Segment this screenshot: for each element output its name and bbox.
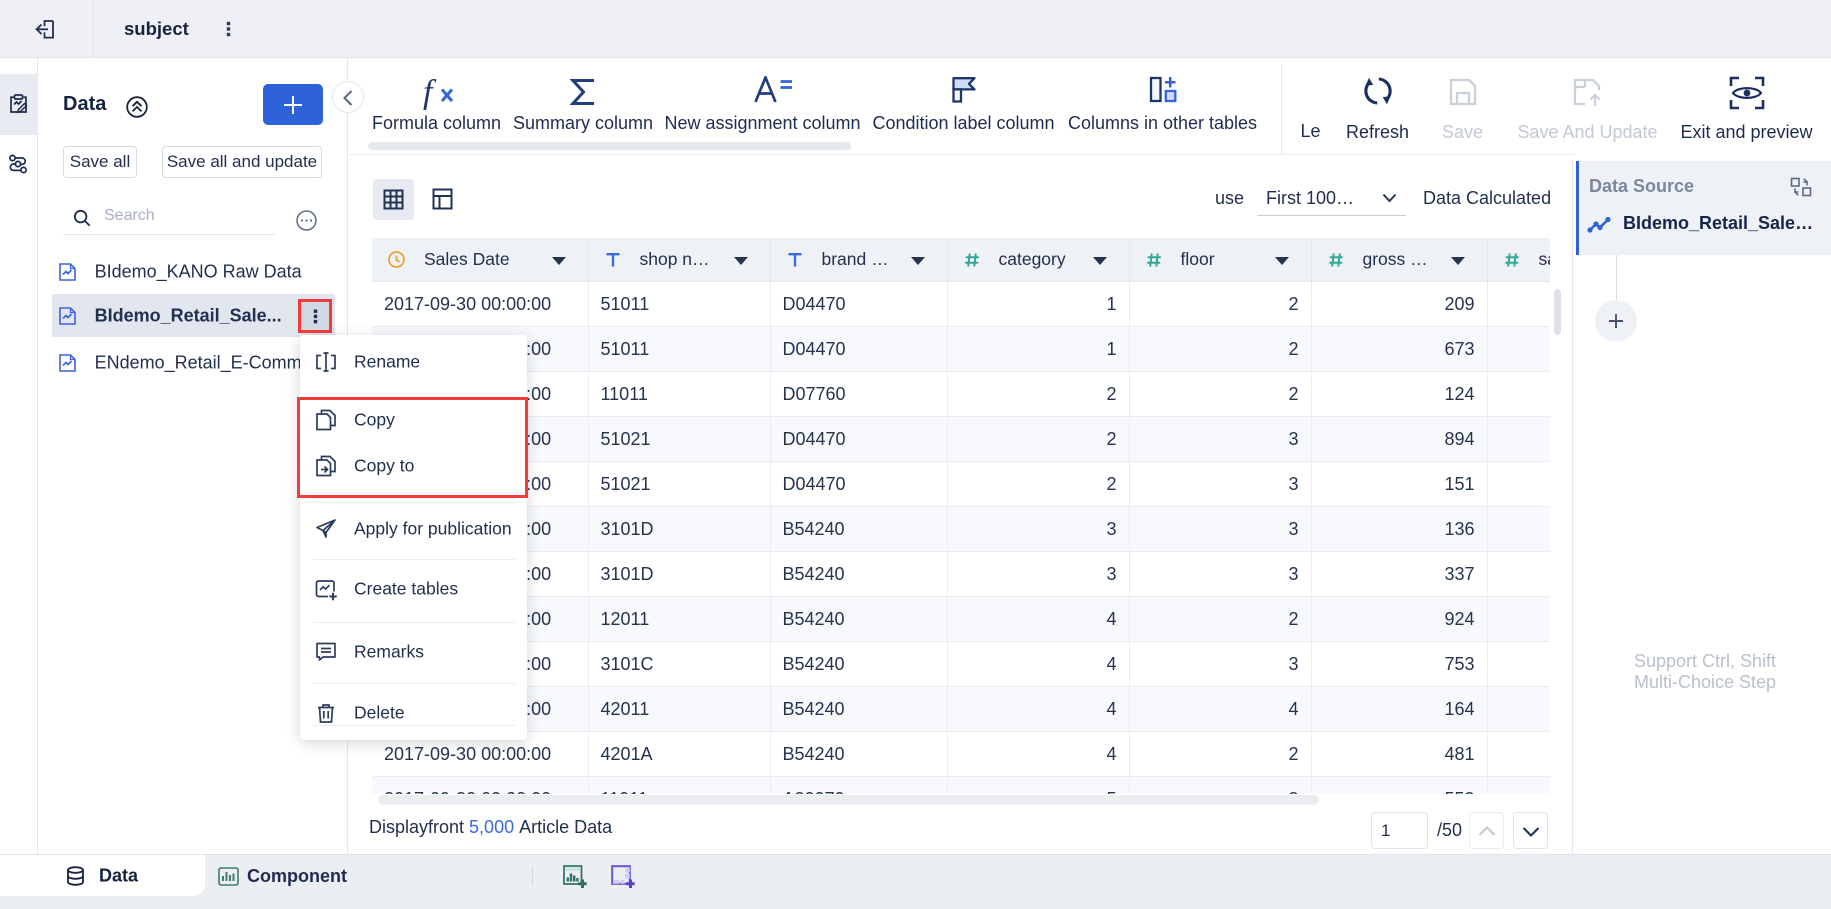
- svg-text:f: f: [423, 76, 437, 110]
